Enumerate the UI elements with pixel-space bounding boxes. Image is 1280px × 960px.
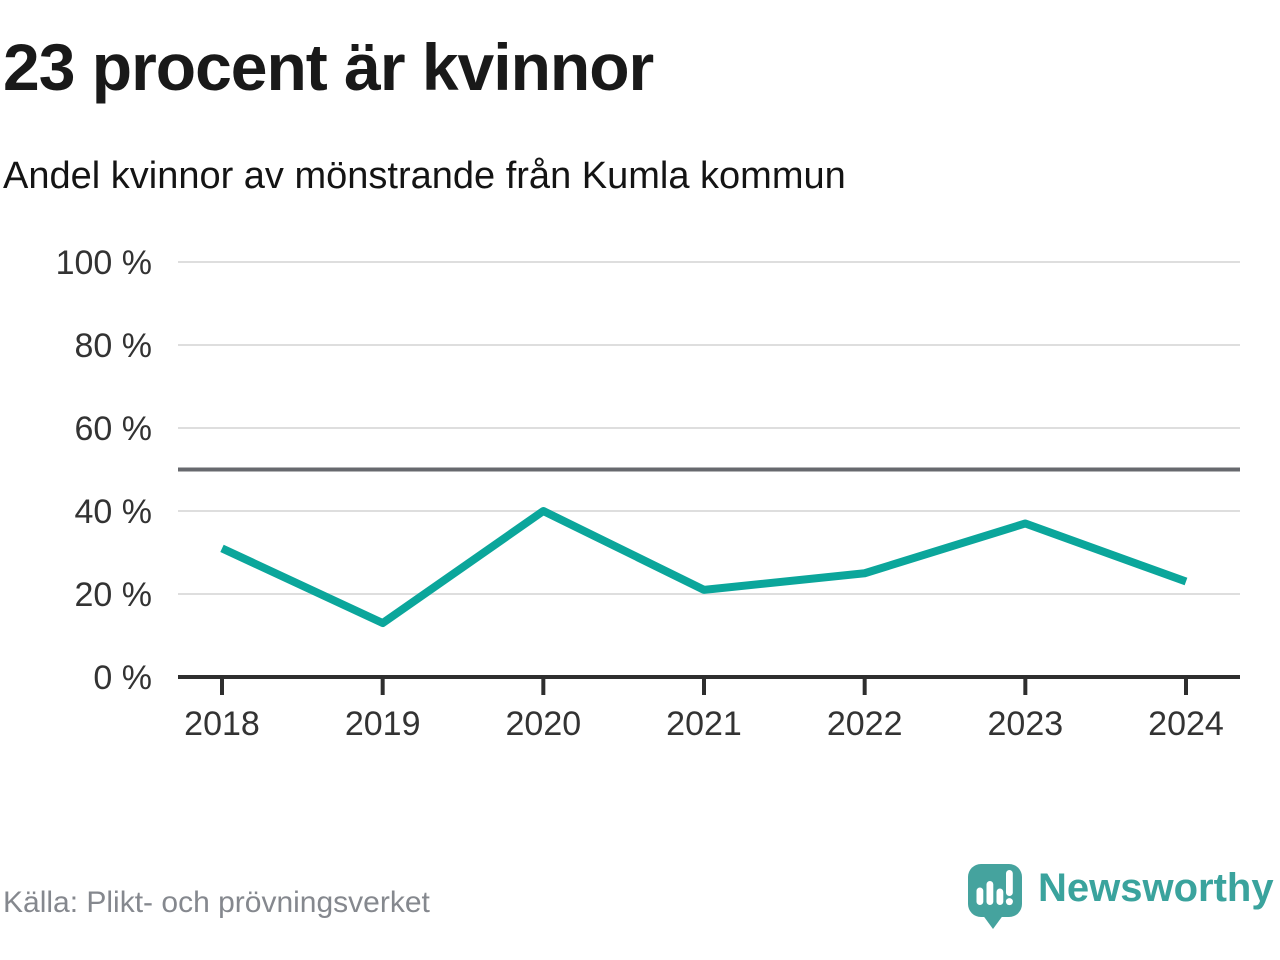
x-tick-label: 2024 [1148,705,1224,743]
x-tick-label: 2022 [827,705,903,743]
x-tick-label: 2023 [988,705,1064,743]
y-tick-label: 60 % [75,410,153,448]
y-tick-label: 40 % [75,493,153,531]
x-tick-label: 2019 [345,705,421,743]
line-chart: 0 % 20 % 40 % 60 % 80 % 100 % 2018 2019 2020 2021… [56,244,1240,743]
y-tick-label: 80 % [75,327,153,365]
y-tick-label: 20 % [75,576,153,614]
chart-title: 23 procent är kvinnor [3,30,654,104]
newsworthy-logo: Newsworthy [960,858,1280,930]
y-tick-label: 100 % [56,244,152,282]
newsworthy-wordmark: Newsworthy [1038,866,1274,910]
x-tick-label: 2020 [506,705,582,743]
x-tick-label: 2018 [184,705,260,743]
y-tick-label: 0 % [93,659,152,697]
source-note: Källa: Plikt- och prövningsverket [3,886,430,919]
data-line [220,507,1188,628]
chart-subtitle: Andel kvinnor av mönstrande från Kumla k… [3,155,846,197]
x-tick-label: 2021 [666,705,742,743]
newsworthy-bubble-chart-icon [968,864,1022,929]
